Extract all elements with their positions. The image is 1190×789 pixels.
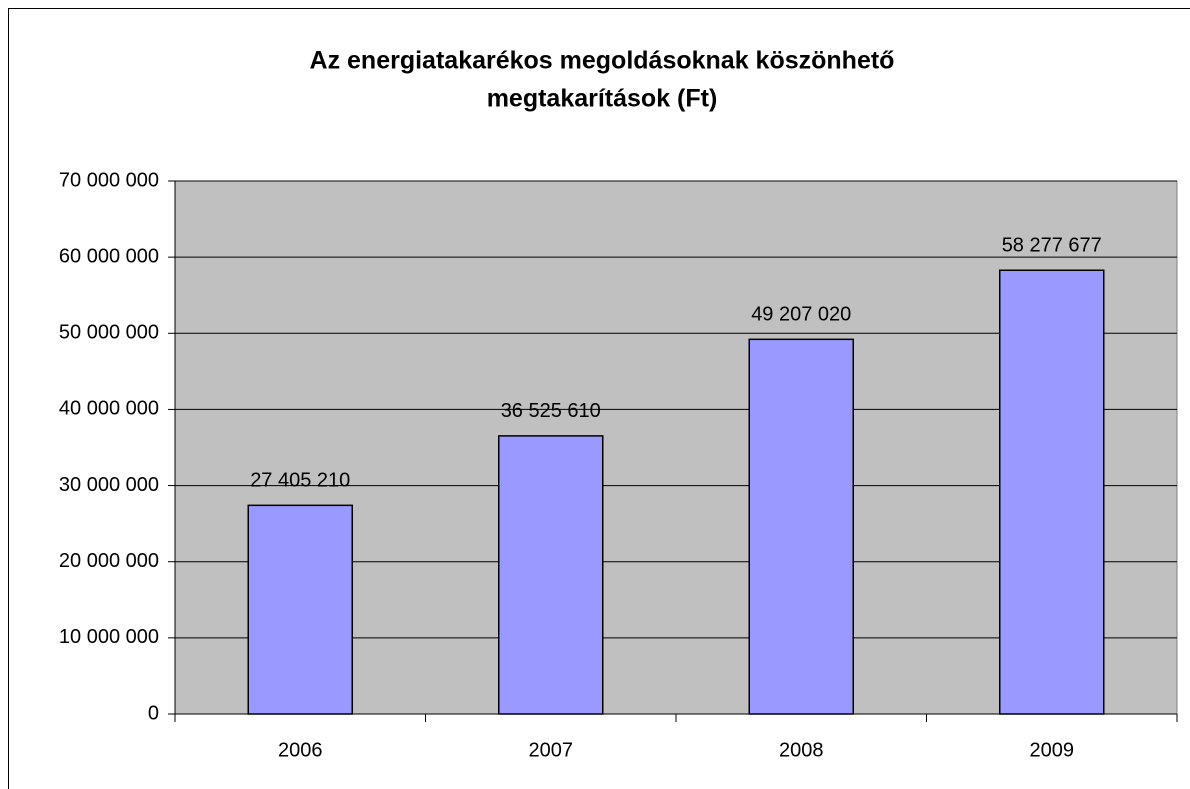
x-tick-label: 2008 <box>779 739 824 761</box>
value-label: 36 525 610 <box>501 400 601 422</box>
y-tick-label: 30 000 000 <box>59 474 159 496</box>
x-tick-label: 2007 <box>529 739 574 761</box>
value-label: 27 405 210 <box>250 470 350 492</box>
value-label: 49 207 020 <box>751 304 851 326</box>
y-tick-label: 20 000 000 <box>59 550 159 572</box>
bar <box>748 338 854 715</box>
bar <box>247 504 353 715</box>
chart-title: megtakarítások (Ft) <box>487 85 718 113</box>
y-tick-label: 70 000 000 <box>59 169 159 191</box>
chart-title: Az energiatakarékos megoldásoknak köszön… <box>310 47 895 75</box>
x-tick-label: 2009 <box>1030 739 1075 761</box>
bar <box>999 269 1105 715</box>
value-label: 58 277 677 <box>1002 235 1102 257</box>
y-tick-label: 60 000 000 <box>59 245 159 267</box>
x-tick-label: 2006 <box>278 739 323 761</box>
bar <box>498 435 604 715</box>
y-tick-label: 0 <box>148 702 159 724</box>
y-tick-label: 50 000 000 <box>59 322 159 344</box>
y-tick-label: 10 000 000 <box>59 626 159 648</box>
y-tick-label: 40 000 000 <box>59 398 159 420</box>
